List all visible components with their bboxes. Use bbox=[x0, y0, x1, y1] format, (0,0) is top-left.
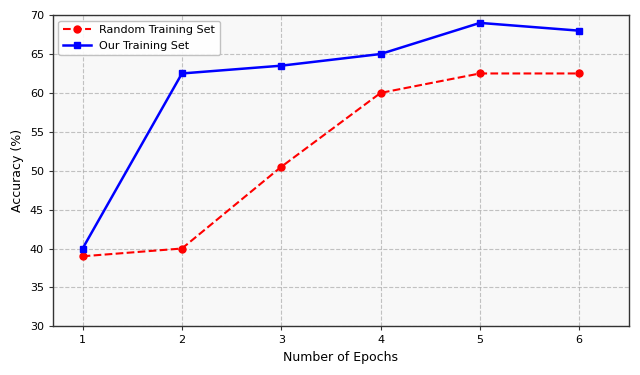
Random Training Set bbox=[377, 91, 385, 95]
Legend: Random Training Set, Our Training Set: Random Training Set, Our Training Set bbox=[58, 21, 220, 55]
Line: Random Training Set: Random Training Set bbox=[79, 70, 582, 260]
Random Training Set bbox=[79, 254, 86, 258]
Random Training Set bbox=[476, 71, 484, 76]
Our Training Set bbox=[575, 28, 583, 33]
Our Training Set bbox=[476, 21, 484, 25]
Our Training Set bbox=[377, 52, 385, 56]
Y-axis label: Accuracy (%): Accuracy (%) bbox=[11, 129, 24, 212]
Our Training Set bbox=[277, 63, 285, 68]
Random Training Set bbox=[277, 165, 285, 169]
Our Training Set bbox=[178, 71, 186, 76]
Random Training Set bbox=[178, 246, 186, 251]
Our Training Set bbox=[79, 246, 86, 251]
Random Training Set bbox=[575, 71, 583, 76]
X-axis label: Number of Epochs: Number of Epochs bbox=[284, 351, 398, 364]
Line: Our Training Set: Our Training Set bbox=[79, 20, 582, 252]
